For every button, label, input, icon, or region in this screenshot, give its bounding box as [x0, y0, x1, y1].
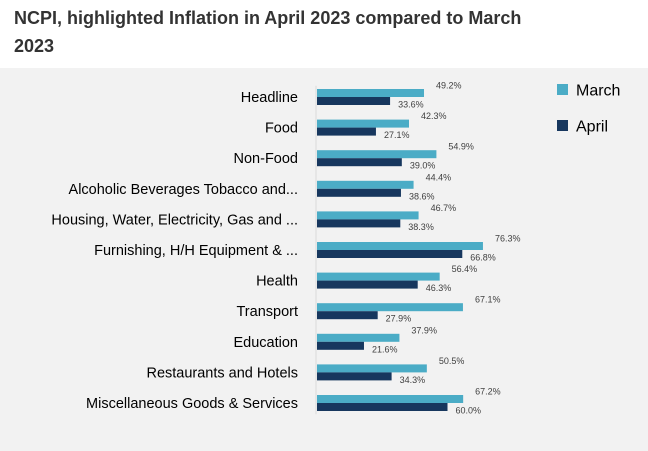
data-label-march: 67.1%: [475, 295, 501, 305]
data-label-march: 50.5%: [439, 356, 465, 366]
data-label-march: 46.7%: [431, 203, 457, 213]
bar-march: [317, 150, 437, 159]
data-label-april: 38.6%: [409, 191, 435, 201]
data-label-march: 76.3%: [495, 234, 521, 244]
category-label: Non-Food: [234, 151, 298, 167]
data-label-april: 33.6%: [398, 100, 424, 110]
bar-april: [317, 219, 401, 228]
chart-title: NCPI, highlighted Inflation in April 202…: [14, 8, 522, 56]
bar-march: [317, 303, 463, 312]
category-label: Miscellaneous Goods & Services: [86, 396, 298, 412]
bar-april: [317, 341, 364, 350]
data-label-april: 66.8%: [470, 253, 496, 263]
legend-swatch-april: [557, 120, 568, 131]
bar-april: [317, 280, 418, 289]
bar-march: [317, 242, 483, 250]
legend-label-march: March: [576, 83, 620, 100]
bar-april: [317, 127, 376, 136]
data-label-april: 39.0%: [410, 161, 436, 171]
data-label-march: 37.9%: [411, 325, 437, 335]
bar-march: [317, 272, 440, 281]
bar-april: [317, 372, 392, 381]
category-label: Housing, Water, Electricity, Gas and ...: [51, 212, 298, 228]
data-label-march: 54.9%: [448, 142, 474, 152]
data-label-april: 27.1%: [384, 130, 410, 140]
bar-march: [317, 119, 410, 128]
category-label: Education: [234, 335, 299, 351]
data-label-april: 38.3%: [408, 222, 434, 232]
bar-april: [317, 97, 391, 105]
bar-april: [317, 250, 463, 258]
bar-march: [317, 89, 425, 97]
bar-april: [317, 158, 402, 167]
legend-label-april: April: [576, 119, 608, 136]
bar-april: [317, 188, 401, 197]
category-label: Restaurants and Hotels: [146, 365, 298, 381]
data-label-april: 60.0%: [456, 406, 482, 416]
category-label: Transport: [236, 304, 298, 320]
data-label-april: 21.6%: [372, 344, 398, 354]
data-label-march: 56.4%: [452, 264, 478, 274]
data-label-march: 44.4%: [426, 172, 452, 182]
category-label: Alcoholic Beverages Tobacco and...: [69, 182, 298, 198]
bar-march: [317, 395, 464, 403]
bar-march: [317, 333, 400, 342]
bar-march: [317, 180, 414, 189]
category-label: Food: [265, 121, 298, 137]
category-label: Headline: [241, 90, 298, 106]
bar-april: [317, 403, 448, 411]
data-label-march: 42.3%: [421, 111, 447, 121]
data-label-march: 49.2%: [436, 81, 462, 91]
data-label-march: 67.2%: [475, 387, 501, 397]
bar-april: [317, 311, 378, 320]
category-label: Furnishing, H/H Equipment & ...: [94, 243, 298, 259]
legend-swatch-march: [557, 84, 568, 95]
data-label-april: 34.3%: [400, 375, 426, 385]
bar-march: [317, 211, 419, 220]
bar-march: [317, 364, 427, 373]
data-label-april: 46.3%: [426, 283, 452, 293]
category-label: Health: [256, 274, 298, 290]
data-label-april: 27.9%: [386, 314, 412, 324]
